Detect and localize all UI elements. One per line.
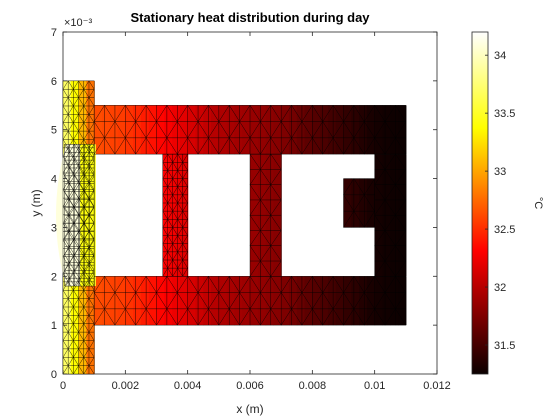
- x-axis-label: x (m): [236, 402, 263, 416]
- y-axis-label: y (m): [29, 189, 43, 216]
- colorbar-tick-label: 33: [494, 166, 506, 178]
- y-tick-label: 5: [51, 125, 57, 137]
- y-tick-label: 0: [51, 369, 57, 381]
- mesh-layer: [62, 80, 407, 375]
- x-tick-label: 0: [60, 380, 66, 392]
- x-tick-label: 0.01: [364, 380, 385, 392]
- x-tick-label: 0.012: [423, 380, 451, 392]
- top-bar: [94, 105, 407, 155]
- y-tick-label: 1: [51, 320, 57, 332]
- colorbar: [471, 31, 489, 375]
- bottom-bar: [94, 276, 407, 326]
- colorbar-tick-label: 32.5: [494, 224, 515, 236]
- colorbar-tick-label: 31.5: [494, 340, 515, 352]
- x-tick-label: 0.002: [112, 380, 140, 392]
- y-tick-label: 3: [51, 222, 57, 234]
- y-tick-label: 2: [51, 271, 57, 283]
- chart-title: Stationary heat distribution during day: [130, 10, 370, 25]
- colorbar-tick-label: 34: [494, 50, 506, 62]
- y-tick-label: 6: [51, 76, 57, 88]
- colorbar-tick-label: 32: [494, 282, 506, 294]
- colorbar-label: °C: [532, 197, 544, 209]
- y-tick-label: 7: [51, 27, 57, 39]
- x-tick-label: 0.006: [236, 380, 264, 392]
- y-tick-label: 4: [51, 174, 57, 186]
- colorbar-tick-label: 33.5: [494, 108, 515, 120]
- x-tick-label: 0.004: [174, 380, 202, 392]
- axis-ticks: 0 0.002 0.004 0.006 0.008 0.01 0.012 0 1 2 3 4 5 6 7: [51, 27, 451, 392]
- right-notch: [343, 178, 376, 228]
- colorbar-ticks: 31.5 32 32.5 33 33.5 34: [485, 50, 515, 352]
- x-tick-label: 0.008: [299, 380, 327, 392]
- lens-column: [162, 154, 189, 277]
- y-exponent-label: ×10⁻³: [64, 17, 92, 29]
